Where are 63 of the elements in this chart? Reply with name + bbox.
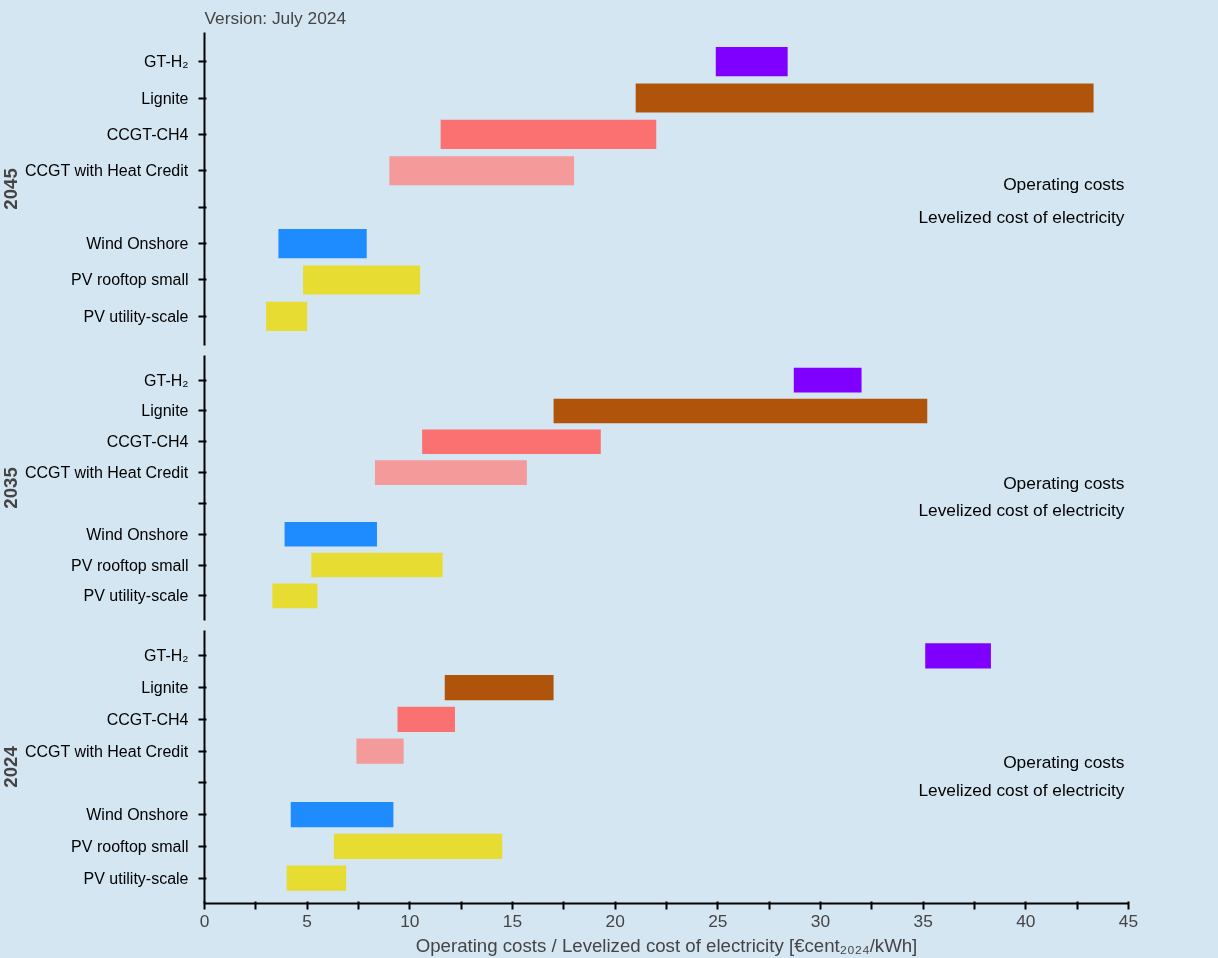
- y-tick-label: Wind Onshore: [86, 525, 189, 543]
- bar: [793, 367, 862, 393]
- bar: [422, 429, 601, 455]
- y-tick-label: Wind Onshore: [86, 235, 189, 253]
- bar: [715, 47, 788, 77]
- annotation: Levelized cost of electricity: [918, 500, 1125, 521]
- y-tick-label: Wind Onshore: [86, 806, 189, 824]
- x-tick-label: 5: [302, 910, 312, 931]
- y-tick-label: CCGT-CH4: [106, 125, 189, 143]
- bar: [266, 301, 308, 331]
- annotation: Levelized cost of electricity: [918, 780, 1125, 801]
- y-tick-label: GT-H₂: [144, 53, 189, 71]
- x-tick-label: 20: [605, 910, 625, 931]
- y-tick-label: PV utility-scale: [83, 307, 189, 325]
- y-tick-label: CCGT-CH4: [106, 710, 189, 728]
- bar: [397, 706, 456, 733]
- x-tick-label: 40: [1016, 910, 1036, 931]
- x-tick-label: 35: [913, 910, 933, 931]
- y-tick-label: GT-H₂: [144, 371, 189, 389]
- y-tick-label: CCGT with Heat Credit: [24, 464, 189, 482]
- x-tick-label: 30: [810, 910, 831, 931]
- bar: [284, 521, 377, 547]
- x-tick-label: 15: [502, 910, 523, 931]
- bar: [272, 583, 318, 609]
- y-axis-title: 2024: [0, 745, 21, 788]
- y-tick-label: PV rooftop small: [71, 837, 189, 855]
- bar: [553, 398, 928, 424]
- bar: [635, 83, 1094, 113]
- bar: [278, 229, 367, 259]
- bar: [303, 265, 421, 295]
- x-tick-label: 0: [199, 910, 210, 931]
- y-tick-label: CCGT with Heat Credit: [24, 742, 189, 760]
- y-axis-title: 2035: [0, 467, 21, 509]
- y-tick-label: GT-H₂: [144, 647, 189, 665]
- x-tick-label: 45: [1118, 910, 1139, 931]
- y-tick-label: Lignite: [141, 89, 189, 107]
- bar: [925, 643, 991, 669]
- chart-title: Version: July 2024: [204, 7, 347, 28]
- annotation: Operating costs: [1003, 751, 1125, 772]
- y-tick-label: Lignite: [141, 679, 189, 697]
- bar: [356, 738, 404, 764]
- annotation: Operating costs: [1003, 472, 1125, 493]
- x-axis-title: Operating costs / Levelized cost of electricity [€cent₂₀₂₄/kWh]: [415, 934, 918, 956]
- bar: [444, 674, 554, 701]
- y-tick-label: CCGT with Heat Credit: [24, 162, 189, 180]
- x-tick-label: 10: [400, 910, 420, 931]
- bar: [290, 801, 394, 828]
- x-tick-label: 25: [708, 910, 728, 931]
- annotation: Operating costs: [1003, 174, 1125, 195]
- bar: [286, 865, 347, 891]
- bar: [333, 833, 503, 860]
- y-tick-label: PV utility-scale: [83, 587, 189, 605]
- y-tick-label: CCGT-CH4: [106, 433, 189, 451]
- y-tick-label: Lignite: [141, 402, 189, 420]
- y-tick-label: PV rooftop small: [71, 556, 189, 574]
- y-axis-title: 2045: [0, 168, 21, 210]
- y-tick-label: PV utility-scale: [83, 869, 189, 887]
- bar: [389, 156, 575, 186]
- bar: [311, 552, 443, 578]
- bar: [374, 460, 527, 485]
- y-tick-label: PV rooftop small: [71, 271, 189, 289]
- annotation: Levelized cost of electricity: [918, 207, 1125, 228]
- bar: [440, 119, 657, 149]
